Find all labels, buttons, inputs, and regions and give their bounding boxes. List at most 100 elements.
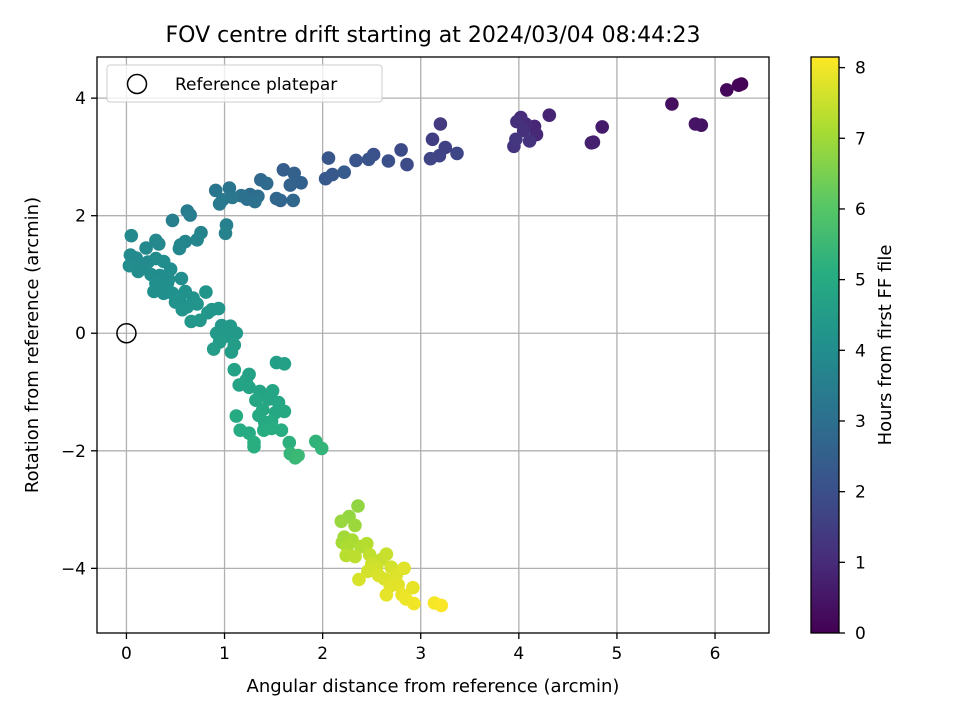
y-axis-ticks: 4 2 0 −2 −4 <box>61 89 97 579</box>
data-point <box>397 561 411 576</box>
data-point <box>720 83 734 97</box>
y-tick-label: −2 <box>61 442 86 462</box>
data-point <box>259 176 274 191</box>
data-point <box>584 136 599 150</box>
data-point <box>282 435 297 450</box>
grid <box>97 57 769 633</box>
data-point <box>516 123 531 138</box>
data-point <box>211 301 226 316</box>
legend-marker <box>126 73 148 95</box>
data-point <box>542 108 557 122</box>
data-point <box>131 264 145 279</box>
data-point <box>407 596 421 611</box>
legend-label: Reference platepar <box>175 75 337 95</box>
data-point <box>227 362 242 377</box>
y-tick-label: 0 <box>75 324 86 344</box>
colorbar-tick-label: 6 <box>855 200 866 220</box>
y-tick-label: 2 <box>75 207 86 227</box>
x-tick-label: 6 <box>710 644 721 664</box>
data-point <box>165 213 180 228</box>
colorbar-tick-label: 3 <box>855 412 866 432</box>
data-point <box>208 183 223 198</box>
data-point <box>321 151 336 165</box>
data-point <box>394 143 408 157</box>
data-point <box>274 423 289 438</box>
reference-platepar-marker <box>116 322 137 344</box>
colorbar-tick-label: 1 <box>855 553 866 573</box>
data-point <box>286 193 301 208</box>
x-tick-label: 5 <box>612 644 623 664</box>
data-point <box>277 404 292 419</box>
data-point <box>242 380 256 395</box>
data-point <box>379 547 394 561</box>
data-point <box>190 233 204 247</box>
data-point <box>360 536 374 551</box>
data-point <box>206 342 221 356</box>
x-axis-ticks: 0 1 2 3 4 5 6 <box>121 633 720 664</box>
colorbar-tick-label: 5 <box>855 271 866 291</box>
data-point <box>349 153 363 168</box>
data-point <box>124 228 139 243</box>
data-point <box>400 157 414 172</box>
x-tick-label: 4 <box>513 644 524 664</box>
x-tick-label: 0 <box>121 644 132 664</box>
data-point <box>287 166 302 181</box>
colorbar-tick-label: 8 <box>855 59 866 79</box>
y-axis-label: Rotation from reference (arcmin) <box>22 197 43 493</box>
data-point <box>688 117 703 131</box>
data-point <box>351 499 365 513</box>
data-point <box>190 297 204 311</box>
colorbar-label: Hours from first FF file <box>875 245 896 446</box>
x-tick-label: 1 <box>219 644 230 664</box>
data-point <box>595 120 609 134</box>
data-point <box>139 241 153 255</box>
data-point <box>348 549 362 564</box>
data-point <box>450 146 464 161</box>
colorbar-tick-label: 4 <box>855 341 866 361</box>
data-point <box>423 151 438 166</box>
colorbar: 0 1 2 3 4 5 6 7 8 Hours from first FF file <box>810 56 896 644</box>
data-point <box>249 393 263 408</box>
data-point <box>229 409 244 423</box>
data-point <box>337 165 352 179</box>
y-tick-label: −4 <box>61 559 86 579</box>
data-point <box>247 439 261 454</box>
data-point <box>277 357 292 371</box>
data-point <box>294 176 308 190</box>
colorbar-tick-label: 2 <box>855 483 866 503</box>
data-point <box>276 163 291 177</box>
data-point <box>348 518 362 533</box>
legend: Reference platepar <box>106 64 383 103</box>
colorbar-tick-label: 0 <box>855 624 866 644</box>
data-point <box>184 314 198 329</box>
data-point <box>361 564 375 579</box>
data-point <box>314 441 329 456</box>
chart-title: FOV centre drift starting at 2024/03/04 … <box>166 23 701 48</box>
x-axis-label: Angular distance from reference (arcmin) <box>247 676 620 697</box>
data-points <box>122 77 749 613</box>
data-point <box>152 237 166 251</box>
data-point <box>229 326 244 341</box>
data-point <box>269 191 284 206</box>
data-point <box>199 285 213 299</box>
colorbar-tick-label: 7 <box>855 129 866 149</box>
data-point <box>509 132 523 147</box>
data-point <box>283 178 298 192</box>
data-point <box>218 226 233 241</box>
data-point <box>334 514 349 529</box>
x-tick-label: 3 <box>415 644 426 664</box>
data-point <box>425 132 440 147</box>
data-point <box>248 194 262 209</box>
data-point <box>212 197 227 211</box>
data-point <box>522 134 537 148</box>
data-point <box>379 588 394 602</box>
data-point <box>665 97 679 111</box>
data-point <box>406 580 420 595</box>
legend-box <box>106 64 383 103</box>
data-point <box>172 241 187 256</box>
colorbar-ticks: 0 1 2 3 4 5 6 7 8 <box>839 59 866 644</box>
plot-frame <box>96 56 770 634</box>
data-point <box>291 448 305 463</box>
data-point <box>174 271 189 286</box>
